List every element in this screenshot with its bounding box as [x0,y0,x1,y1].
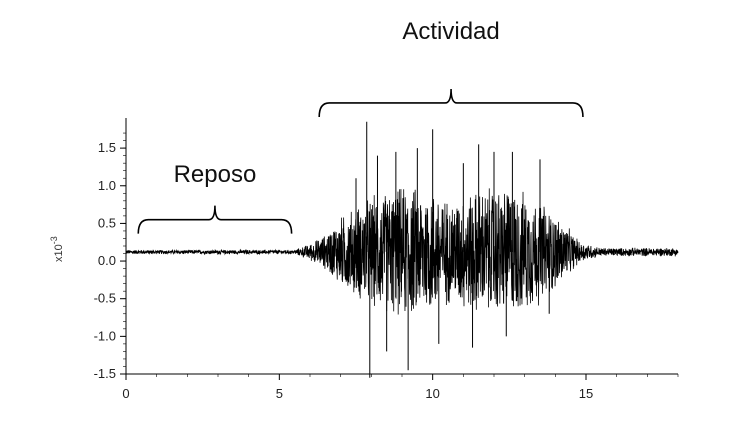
y-axis-label-exponent: -3 [49,236,59,244]
x-tick-label: 0 [122,386,129,401]
y-tick-label: -1.0 [94,328,116,343]
x-tick-label: 5 [276,386,283,401]
signal-line [125,188,679,315]
actividad-bracket [318,88,584,117]
axes: -1.5 -1.0 -0.5 0.0 0.5 1.0 1.5 0 5 10 15 [94,118,679,401]
y-axis-label: x10-3 [49,236,65,262]
reposo-bracket [137,205,293,234]
y-tick-label: 0.5 [98,215,116,230]
y-tick-label: 1.0 [98,178,116,193]
y-tick-label: 0.0 [98,253,116,268]
y-tick-label: -0.5 [94,291,116,306]
signal-trace [125,121,679,378]
x-tick-label: 15 [579,386,593,401]
reposo-label: Reposo [174,161,257,188]
annotations: Reposo Actividad [137,18,584,234]
y-tick-label: 1.5 [98,140,116,155]
y-tick-label: -1.5 [94,366,116,381]
actividad-label: Actividad [402,18,499,45]
x-tick-label: 10 [425,386,439,401]
